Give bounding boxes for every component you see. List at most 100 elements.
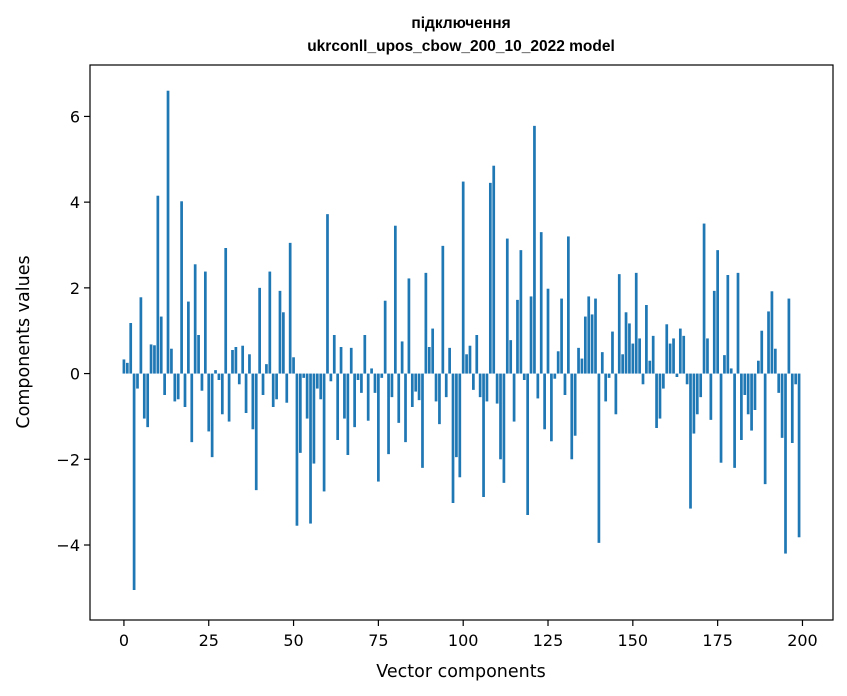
bar (343, 373, 346, 419)
bar (750, 373, 753, 431)
y-axis-label: Components values (14, 255, 34, 428)
bar (234, 347, 238, 374)
bar (349, 347, 353, 374)
bar (231, 350, 234, 374)
chart-subtitle: ukrconll_upos_cbow_200_10_2022 model (307, 38, 615, 55)
y-axis-ticks: −4 −2 0 2 4 6 (56, 107, 90, 555)
bar (251, 373, 255, 430)
x-tick-label: 25 (199, 631, 219, 650)
bar (729, 368, 733, 374)
bar (655, 373, 658, 428)
bar (668, 343, 672, 374)
bar (624, 312, 628, 374)
bar (770, 291, 774, 374)
bar (790, 373, 794, 443)
bar (288, 242, 292, 374)
bar (136, 373, 139, 389)
bar (712, 290, 716, 374)
bar (363, 335, 367, 374)
bar (319, 373, 323, 400)
bar (448, 347, 451, 374)
bar (295, 373, 299, 526)
x-tick-label: 0 (119, 631, 129, 650)
bar (699, 373, 703, 398)
bar (638, 338, 641, 374)
x-tick-label: 100 (448, 631, 479, 650)
bar (505, 238, 509, 374)
bar (244, 373, 248, 413)
bar (336, 373, 340, 440)
bar (743, 373, 747, 395)
bar (482, 373, 485, 497)
bar (641, 373, 645, 385)
y-tick-label: 6 (70, 107, 80, 126)
bar (203, 271, 207, 374)
bar (488, 182, 492, 374)
bar (502, 373, 506, 483)
bar (441, 245, 445, 374)
bar (617, 274, 621, 374)
bar (611, 331, 614, 374)
bar (478, 373, 482, 398)
bar (190, 373, 194, 443)
bar (740, 373, 743, 440)
bar (302, 373, 306, 378)
bar (512, 373, 516, 422)
bar (692, 373, 696, 434)
bar (709, 373, 713, 420)
bar (332, 335, 336, 374)
bar (305, 373, 309, 419)
x-axis-label: Vector components (376, 662, 545, 682)
bar (322, 373, 326, 492)
bar (183, 373, 187, 407)
bar (719, 373, 723, 463)
bar (353, 373, 356, 428)
bar (261, 373, 265, 395)
bar (648, 360, 652, 374)
bar (723, 355, 726, 374)
bar (159, 316, 163, 374)
bar (258, 287, 261, 374)
bar (784, 373, 787, 554)
bar (539, 232, 543, 374)
bar (522, 373, 526, 380)
bar (675, 373, 679, 377)
bar (210, 373, 214, 458)
bar (122, 359, 126, 374)
bar (550, 373, 553, 442)
bar (651, 335, 655, 374)
bar (366, 373, 370, 421)
bar (570, 373, 574, 460)
bar (139, 297, 143, 374)
bar (356, 373, 360, 380)
bar (702, 223, 706, 374)
bar (387, 373, 390, 455)
bar (410, 373, 414, 407)
bar (383, 300, 387, 374)
bar (495, 373, 499, 404)
bar (275, 373, 278, 400)
bar (373, 373, 377, 393)
bar (214, 370, 217, 374)
bar (451, 373, 455, 503)
bar (271, 373, 275, 407)
bar (733, 373, 736, 468)
bar (678, 328, 682, 374)
bar (390, 373, 394, 398)
bar (254, 373, 258, 491)
bar (760, 330, 764, 374)
bar (763, 373, 767, 485)
bar (780, 373, 784, 438)
bar (207, 373, 211, 432)
x-tick-label: 200 (787, 631, 818, 650)
bar (773, 348, 777, 374)
bar (587, 296, 591, 374)
bar (166, 90, 170, 374)
bar (455, 373, 458, 458)
bar (628, 323, 631, 374)
bar (519, 250, 523, 374)
bar (197, 335, 200, 374)
bar (580, 358, 584, 374)
bar (292, 357, 295, 374)
